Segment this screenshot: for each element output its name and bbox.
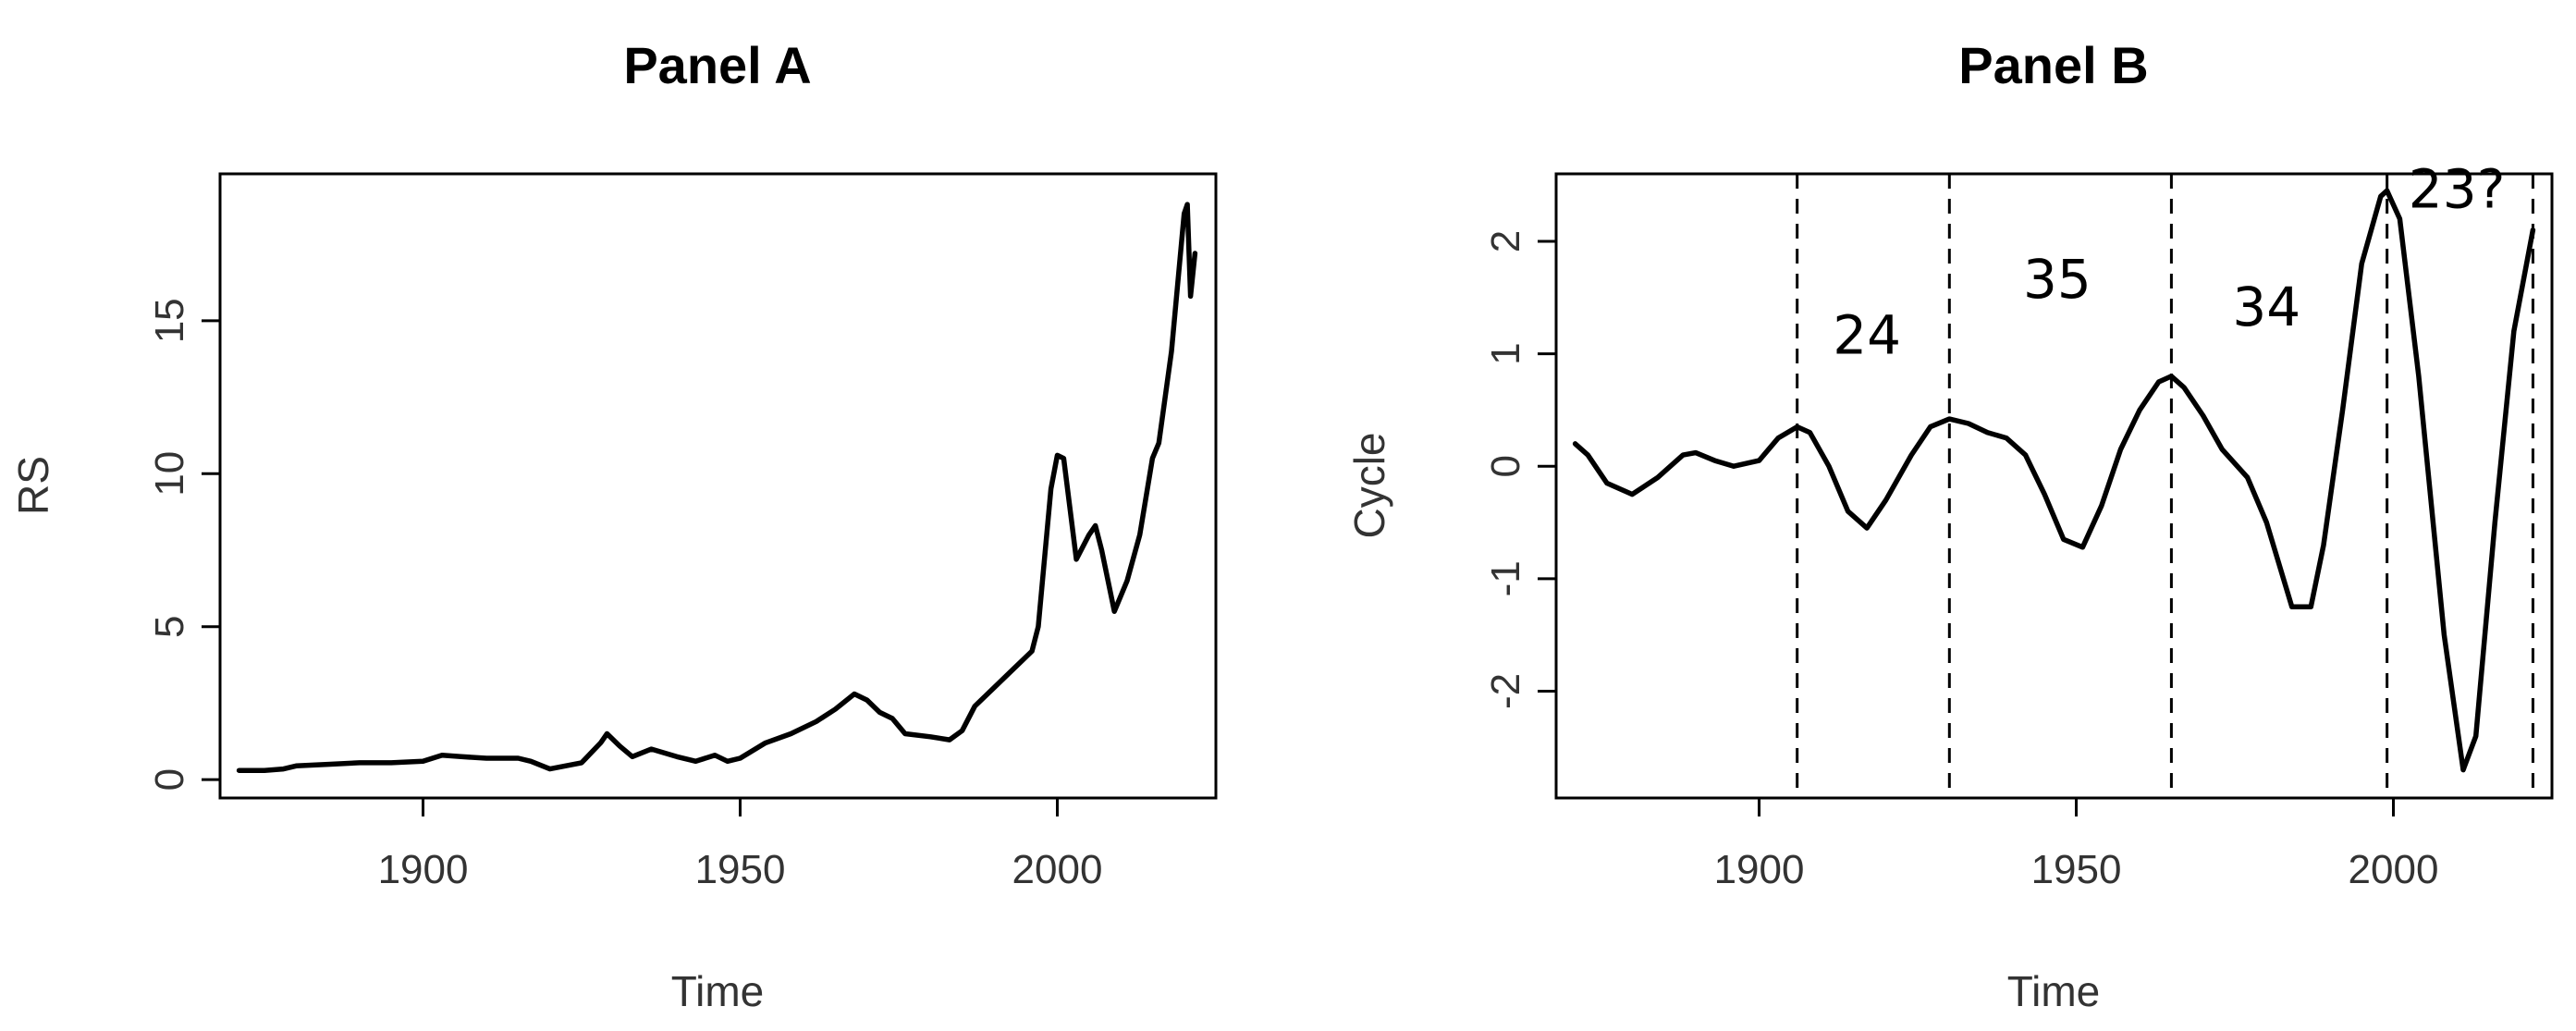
x-tick-label: 1900 [378,847,469,892]
panel-b-x-axis: 1900 1950 2000 [1714,796,2439,892]
cycle-length-annotation: 34 [2232,276,2300,338]
panel-a-x-axis: 1900 1950 2000 [378,796,1103,892]
x-tick-label: 1950 [695,847,786,892]
y-tick-label: 5 [147,615,192,637]
panel-a-y-axis: 0 5 10 15 [147,298,222,791]
panel-b-annotations: 24 35 34 23? [1833,157,2505,366]
x-tick-label: 1900 [1714,847,1805,892]
y-tick-label: -1 [1483,560,1528,596]
x-tick-label: 2000 [2349,847,2439,892]
cycle-length-annotation: 23? [2409,157,2506,220]
panel-b-y-axis: -2 -1 0 1 2 [1483,230,1558,709]
panel-b-peak-lines [1796,174,2534,798]
x-tick-label: 1950 [2031,847,2122,892]
y-tick-label: 0 [147,768,192,791]
panel-b-series-line [1572,188,2536,773]
y-tick-label: 0 [1483,455,1528,477]
x-tick-label: 2000 [1012,847,1103,892]
panel-a-y-axis-label: RS [9,456,57,515]
panel-b-x-axis-label: Time [2007,967,2101,1015]
y-tick-label: 2 [1483,230,1528,252]
y-tick-label: 1 [1483,342,1528,364]
panel-b-y-axis-label: Cycle [1345,432,1393,538]
y-tick-label: 15 [147,298,192,343]
y-tick-label: 10 [147,451,192,497]
cycle-length-annotation: 35 [2023,248,2091,311]
panel-a-title: Panel A [623,36,811,94]
cycle-length-annotation: 24 [1833,304,1901,367]
panel-a-x-axis-label: Time [671,967,765,1015]
panel-a-series-line [236,202,1198,773]
panel-b-title: Panel B [1958,36,2148,94]
y-tick-label: -2 [1483,673,1528,709]
panel-a: Panel A 1900 1950 2000 0 5 10 15 Time RS [9,36,1218,1015]
